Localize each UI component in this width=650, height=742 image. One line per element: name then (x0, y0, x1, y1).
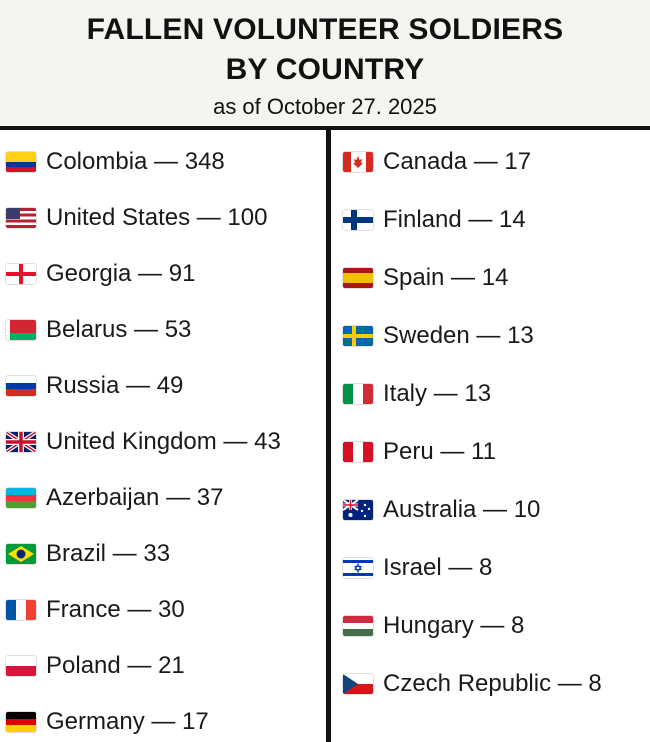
country-label: Czech Republic — 8 (383, 670, 602, 697)
list-item: Poland — 21 (6, 649, 185, 683)
list-item: Peru — 11 (343, 435, 496, 469)
list-item: France — 30 (6, 593, 185, 627)
country-label: Belarus — 53 (46, 316, 192, 343)
sweden-flag-icon (343, 326, 373, 346)
germany-flag-icon (6, 712, 36, 732)
left-column: Colombia — 348 United States — 100 Georg… (0, 130, 326, 742)
country-label: Finland — 14 (383, 206, 526, 233)
colombia-flag-icon (6, 152, 36, 172)
brazil-flag-icon (6, 544, 36, 564)
france-flag-icon (6, 600, 36, 620)
poland-flag-icon (6, 656, 36, 676)
country-table: Colombia — 348 United States — 100 Georg… (0, 126, 650, 742)
country-label: Peru — 11 (383, 438, 496, 465)
canada-flag-icon (343, 152, 373, 172)
page-title-line-1: FALLEN VOLUNTEER SOLDIERS (86, 13, 564, 46)
hungary-flag-icon (343, 616, 373, 636)
header: FALLEN VOLUNTEER SOLDIERS BY COUNTRY as … (0, 0, 650, 126)
georgia-flag-icon (6, 264, 36, 284)
list-item: Colombia — 348 (6, 145, 225, 179)
country-label: Georgia — 91 (46, 260, 196, 287)
country-label: Spain — 14 (383, 264, 509, 291)
list-item: United States — 100 (6, 201, 267, 235)
country-label: United Kingdom — 43 (46, 428, 281, 455)
country-label: Azerbaijan — 37 (46, 484, 224, 511)
belarus-flag-icon (6, 320, 36, 340)
list-item: Australia — 10 (343, 493, 540, 527)
list-item: Azerbaijan — 37 (6, 481, 223, 515)
country-label: Sweden — 13 (383, 322, 534, 349)
country-label: Colombia — 348 (46, 148, 225, 175)
page-title-line-2: BY COUNTRY (225, 53, 425, 86)
country-label: France — 30 (46, 596, 185, 623)
azerbaijan-flag-icon (6, 488, 36, 508)
column-divider (326, 130, 331, 742)
country-label: Brazil — 33 (46, 540, 171, 567)
spain-flag-icon (343, 268, 373, 288)
list-item: Spain — 14 (343, 261, 508, 295)
country-label: Poland — 21 (46, 652, 185, 679)
finland-flag-icon (343, 210, 373, 230)
united-states-flag-icon (6, 208, 36, 228)
list-item: Sweden — 13 (343, 319, 534, 353)
list-item: Georgia — 91 (6, 257, 195, 291)
list-item: Finland — 14 (343, 203, 526, 237)
list-item: Belarus — 53 (6, 313, 191, 347)
right-column: Canada — 17 Finland — 14 Spain — 14 (331, 130, 650, 742)
united-kingdom-flag-icon (6, 432, 36, 452)
country-label: Russia — 49 (46, 372, 184, 399)
country-label: Israel — 8 (383, 554, 493, 581)
country-label: Canada — 17 (383, 148, 532, 175)
country-label: Germany — 17 (46, 708, 209, 735)
list-item: Russia — 49 (6, 369, 183, 403)
list-item: Israel — 8 (343, 551, 492, 585)
list-item: Brazil — 33 (6, 537, 170, 571)
list-item: Italy — 13 (343, 377, 491, 411)
country-label: Australia — 10 (383, 496, 541, 523)
czech-republic-flag-icon (343, 674, 373, 694)
list-item: Germany — 17 (6, 705, 209, 739)
peru-flag-icon (343, 442, 373, 462)
russia-flag-icon (6, 376, 36, 396)
list-item: Hungary — 8 (343, 609, 524, 643)
italy-flag-icon (343, 384, 373, 404)
list-item: Czech Republic — 8 (343, 667, 602, 701)
country-label: Italy — 13 (383, 380, 492, 407)
country-label: United States — 100 (46, 204, 268, 231)
country-label: Hungary — 8 (383, 612, 525, 639)
date-subtitle: as of October 27. 2025 (213, 94, 437, 119)
list-item: Canada — 17 (343, 145, 531, 179)
list-item: United Kingdom — 43 (6, 425, 281, 459)
australia-flag-icon (343, 500, 373, 520)
israel-flag-icon (343, 558, 373, 578)
